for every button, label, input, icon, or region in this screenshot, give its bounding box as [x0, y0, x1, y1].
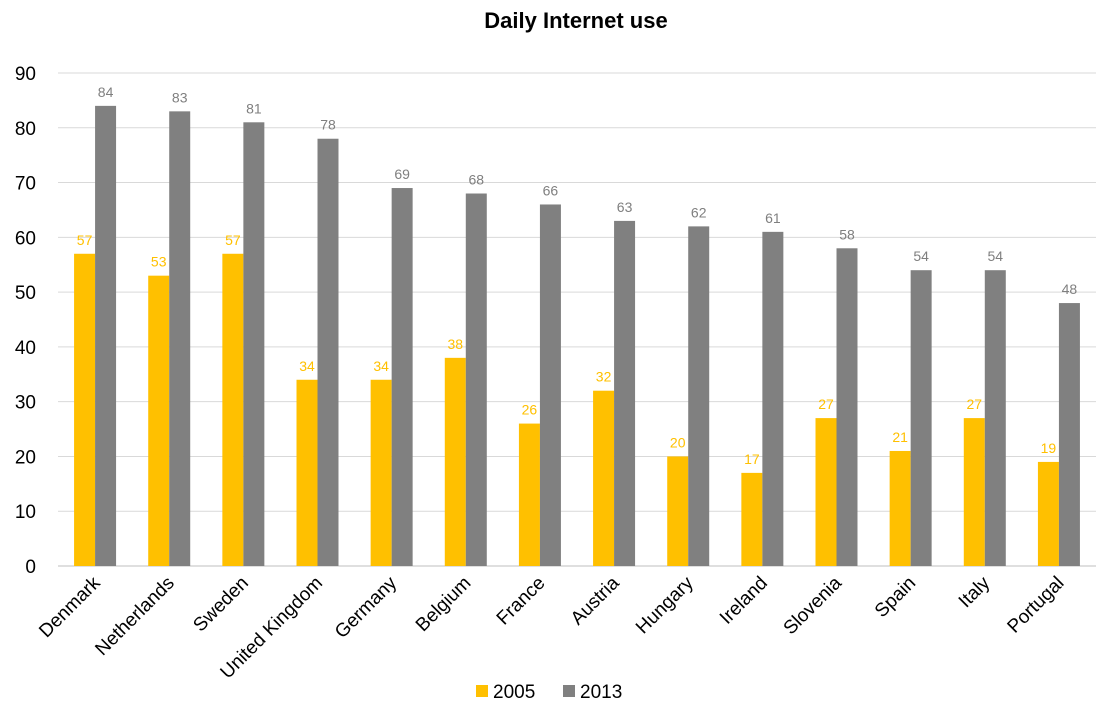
y-tick-label: 50	[15, 283, 36, 304]
bar-2005	[370, 379, 392, 566]
data-label-2005: 19	[1041, 440, 1057, 456]
bar-2013	[465, 193, 487, 566]
data-label-2013: 48	[1062, 281, 1078, 297]
y-tick-label: 20	[15, 447, 36, 468]
bar-2013	[539, 204, 561, 566]
legend-swatch-2013	[563, 685, 575, 697]
x-tick-label: Denmark	[35, 572, 105, 642]
x-tick-label: Italy	[955, 572, 995, 612]
data-label-2005: 53	[151, 254, 167, 270]
x-tick-label: Hungary	[632, 572, 698, 638]
y-tick-label: 80	[15, 119, 36, 140]
bar-2005	[667, 456, 689, 566]
data-label-2005: 26	[522, 402, 538, 418]
legend-label-2005: 2005	[493, 682, 535, 703]
x-tick-label: Germany	[331, 572, 401, 642]
data-label-2013: 78	[320, 117, 336, 133]
y-tick-label: 70	[15, 174, 36, 195]
y-tick-label: 90	[15, 64, 36, 85]
bar-2013	[688, 226, 710, 566]
bar-2013	[762, 231, 784, 566]
data-label-2013: 81	[246, 100, 262, 116]
bars	[74, 105, 1080, 567]
bar-2005	[593, 390, 615, 566]
y-tick-label: 30	[15, 393, 36, 414]
data-label-2005: 57	[77, 232, 93, 248]
data-label-2005: 34	[373, 358, 389, 374]
legend: 2005 2013	[476, 682, 622, 703]
x-tick-label: Slovenia	[780, 572, 847, 639]
data-label-2005: 17	[744, 451, 760, 467]
bar-2013	[169, 111, 191, 566]
bar-2005	[518, 423, 540, 566]
data-labels: 57 84 53 83 57 81 34 78 34 69 38 68 26 66 32 63 20 62 17 61…	[77, 84, 1078, 467]
bar-2013	[1058, 303, 1080, 566]
y-axis-ticks: 0 10 20 30 40 50 60 70 80 90	[15, 64, 36, 578]
bar-2005	[74, 253, 96, 566]
x-tick-label: Belgium	[412, 573, 475, 636]
bar-2005	[222, 253, 244, 566]
data-label-2013: 83	[172, 89, 188, 105]
y-tick-label: 0	[25, 557, 36, 578]
bar-2013	[910, 270, 932, 566]
bar-2005	[889, 450, 911, 566]
data-label-2013: 58	[839, 226, 855, 242]
bar-2005	[1037, 461, 1059, 566]
data-label-2005: 38	[447, 336, 463, 352]
data-label-2013: 68	[468, 172, 484, 188]
x-tick-label: Spain	[871, 573, 920, 622]
y-tick-label: 10	[15, 502, 36, 523]
data-label-2013: 62	[691, 204, 707, 220]
data-label-2005: 27	[818, 396, 834, 412]
bar-2013	[391, 188, 413, 567]
bar-2013	[317, 138, 339, 566]
x-tick-label: Austria	[567, 572, 624, 629]
x-tick-label: Portugal	[1004, 573, 1069, 638]
data-label-2013: 69	[394, 166, 410, 182]
x-tick-label: France	[493, 573, 550, 630]
bar-2013	[836, 248, 858, 567]
bar-2013	[95, 105, 117, 566]
data-label-2013: 54	[913, 248, 929, 264]
bar-2005	[815, 418, 837, 566]
data-label-2005: 32	[596, 369, 612, 385]
bar-2013	[984, 270, 1006, 566]
bar-2005	[148, 275, 170, 566]
data-label-2013: 63	[617, 199, 633, 215]
data-label-2005: 20	[670, 434, 686, 450]
gridlines	[58, 72, 1096, 567]
bar-2005	[444, 357, 466, 566]
bar-2005	[296, 379, 318, 566]
x-tick-label: Sweden	[189, 573, 252, 636]
data-label-2013: 84	[98, 84, 114, 100]
data-label-2005: 27	[966, 396, 982, 412]
y-tick-label: 60	[15, 228, 36, 249]
legend-label-2013: 2013	[580, 682, 622, 703]
bar-2013	[243, 122, 265, 567]
x-tick-label: Ireland	[716, 573, 772, 629]
y-tick-label: 40	[15, 338, 36, 359]
x-tick-label: Netherlands	[91, 573, 178, 660]
data-label-2005: 21	[892, 429, 908, 445]
data-label-2005: 57	[225, 232, 241, 248]
data-label-2013: 54	[987, 248, 1003, 264]
data-label-2013: 61	[765, 210, 781, 226]
data-label-2005: 34	[299, 358, 315, 374]
chart-title: Daily Internet use	[484, 8, 667, 33]
data-label-2013: 66	[543, 182, 559, 198]
legend-swatch-2005	[476, 685, 488, 697]
bar-2005	[741, 472, 763, 566]
bar-2013	[614, 220, 636, 566]
bar-2005	[963, 418, 985, 566]
